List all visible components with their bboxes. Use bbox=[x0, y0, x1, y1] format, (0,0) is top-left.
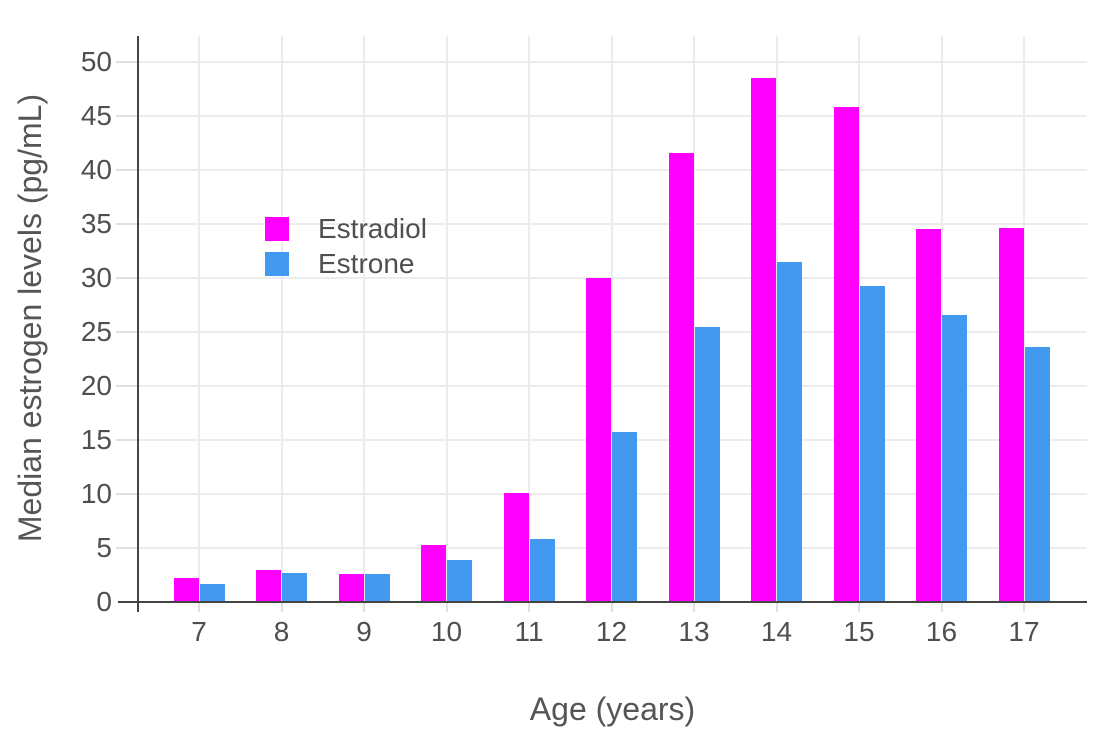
y-tick-label: 25 bbox=[80, 316, 112, 347]
y-axis-tick bbox=[116, 385, 137, 387]
h-gridline bbox=[138, 331, 1087, 333]
y-axis-tick bbox=[116, 277, 137, 279]
y-tick-label: 45 bbox=[80, 100, 112, 131]
v-gridline bbox=[280, 36, 283, 602]
bar-estrone-age-7[interactable] bbox=[199, 584, 225, 602]
bar-estradiol-age-9[interactable] bbox=[338, 574, 364, 602]
legend-swatch-estrone bbox=[265, 251, 289, 276]
bar-estradiol-age-16[interactable] bbox=[916, 229, 941, 602]
v-gridline bbox=[940, 36, 943, 602]
x-tick-label: 8 bbox=[273, 616, 290, 647]
bar-estradiol-age-15[interactable] bbox=[833, 107, 859, 602]
v-gridline bbox=[858, 36, 860, 602]
x-tick-label: 15 bbox=[843, 616, 875, 647]
y-axis-tick bbox=[116, 169, 137, 171]
legend-label: Estrone bbox=[318, 247, 415, 279]
y-axis-tick bbox=[116, 547, 137, 549]
x-axis-tick bbox=[280, 603, 283, 612]
bar-estradiol-age-13[interactable] bbox=[668, 153, 694, 602]
y-axis-title: Median estrogen levels (pg/mL) bbox=[12, 93, 48, 543]
bar-estradiol-age-17[interactable] bbox=[998, 228, 1024, 602]
h-gridline bbox=[138, 277, 1087, 279]
bar-estrone-age-9[interactable] bbox=[364, 574, 390, 602]
y-tick-label: 0 bbox=[96, 586, 112, 617]
bar-estrone-age-10[interactable] bbox=[447, 560, 472, 602]
x-axis-title: Age (years) bbox=[529, 691, 696, 727]
v-gridline bbox=[693, 36, 695, 602]
x-axis-tick bbox=[445, 603, 448, 612]
v-gridline bbox=[528, 36, 530, 602]
bar-estrone-age-14[interactable] bbox=[777, 262, 802, 602]
bar-estrone-age-13[interactable] bbox=[694, 327, 720, 602]
h-gridline bbox=[138, 169, 1087, 171]
v-gridline bbox=[775, 36, 778, 602]
y-axis-tick bbox=[116, 115, 137, 117]
legend-swatch-estradiol bbox=[265, 216, 289, 241]
y-tick-label: 15 bbox=[80, 424, 112, 455]
y-tick-label: 30 bbox=[80, 262, 112, 293]
bar-estrone-age-11[interactable] bbox=[529, 539, 555, 602]
x-axis-tick bbox=[198, 603, 200, 612]
bar-estradiol-age-14[interactable] bbox=[751, 78, 776, 602]
y-axis-tick bbox=[116, 223, 137, 225]
y-tick-label: 40 bbox=[80, 154, 112, 185]
x-tick-label: 16 bbox=[925, 616, 958, 647]
y-tick-label: 35 bbox=[80, 208, 112, 239]
x-tick-label: 10 bbox=[430, 616, 463, 647]
y-tick-label: 20 bbox=[80, 370, 112, 401]
x-axis-tick bbox=[610, 603, 613, 612]
v-gridline bbox=[445, 36, 448, 602]
y-axis-line bbox=[137, 36, 139, 612]
x-axis-tick bbox=[858, 603, 860, 612]
h-gridline bbox=[138, 115, 1087, 117]
bar-estrone-age-17[interactable] bbox=[1024, 347, 1050, 602]
x-tick-label: 12 bbox=[595, 616, 628, 647]
bar-estrone-age-12[interactable] bbox=[612, 432, 637, 602]
bar-estradiol-age-8[interactable] bbox=[256, 570, 281, 602]
x-axis-tick bbox=[363, 603, 365, 612]
x-axis-tick bbox=[693, 603, 695, 612]
x-tick-label: 11 bbox=[514, 616, 544, 647]
x-tick-label: 13 bbox=[678, 616, 710, 647]
x-tick-label: 17 bbox=[1008, 616, 1040, 647]
y-axis-tick bbox=[116, 61, 137, 63]
x-tick-label: 14 bbox=[760, 616, 793, 647]
legend-item-estradiol[interactable]: Estradiol bbox=[265, 211, 427, 246]
x-axis-tick bbox=[940, 603, 943, 612]
legend-label: Estradiol bbox=[318, 212, 427, 244]
y-tick-label: 5 bbox=[96, 532, 112, 563]
v-gridline bbox=[363, 36, 365, 602]
y-tick-label: 50 bbox=[80, 46, 112, 77]
v-gridline bbox=[1023, 36, 1025, 602]
y-axis-tick bbox=[116, 439, 137, 441]
x-axis-line bbox=[118, 601, 1087, 603]
legend: Estradiol Estrone bbox=[265, 211, 427, 281]
x-axis-tick bbox=[775, 603, 778, 612]
v-gridline bbox=[610, 36, 613, 602]
x-axis-tick bbox=[1023, 603, 1025, 612]
h-gridline bbox=[138, 61, 1087, 63]
x-tick-label: 7 bbox=[191, 616, 207, 647]
y-axis-tick bbox=[116, 331, 137, 333]
x-tick-label: 9 bbox=[356, 616, 372, 647]
bar-estradiol-age-12[interactable] bbox=[586, 278, 611, 602]
v-gridline bbox=[198, 36, 200, 602]
bar-estrone-age-15[interactable] bbox=[859, 286, 885, 602]
bar-estradiol-age-7[interactable] bbox=[173, 578, 199, 602]
bar-estrone-age-16[interactable] bbox=[942, 315, 967, 602]
bar-estradiol-age-10[interactable] bbox=[421, 545, 446, 602]
h-gridline bbox=[138, 385, 1087, 387]
h-gridline bbox=[138, 223, 1087, 225]
y-axis-tick bbox=[116, 493, 137, 495]
bar-estrone-age-8[interactable] bbox=[282, 573, 307, 602]
y-tick-label: 10 bbox=[80, 478, 112, 509]
legend-item-estrone[interactable]: Estrone bbox=[265, 246, 427, 281]
bar-estradiol-age-11[interactable] bbox=[503, 493, 529, 602]
x-axis-tick bbox=[528, 603, 530, 612]
